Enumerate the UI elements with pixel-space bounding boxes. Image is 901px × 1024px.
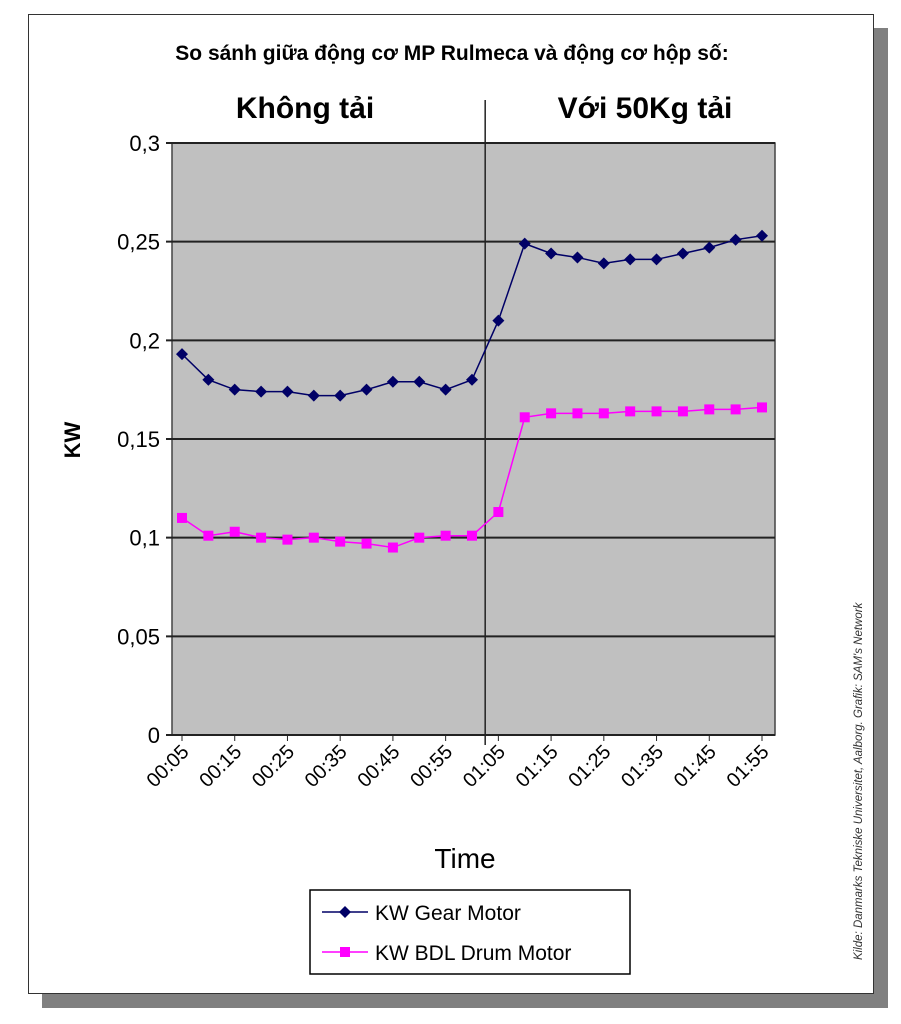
y-tick-label: 0,05 (117, 624, 160, 649)
plot-area: 00,050,10,150,20,250,300:05 00:15 00:25 00:… (117, 100, 776, 792)
x-tick-label: 01:15 (512, 741, 563, 792)
x-tick-label: 00:45 (353, 741, 404, 792)
data-point (729, 233, 742, 246)
data-point (676, 247, 689, 260)
data-point (677, 406, 688, 417)
legend: KW Gear Motor KW BDL Drum Motor (309, 889, 631, 975)
data-point (307, 389, 320, 402)
data-point (414, 532, 425, 543)
x-tick-label: 01:25 (564, 741, 615, 792)
data-point (203, 530, 214, 541)
x-tick-label: 00:35 (301, 741, 352, 792)
data-point (492, 314, 505, 327)
x-tick-label: 00:15 (195, 741, 246, 792)
data-point (335, 536, 346, 547)
x-tick-label: 01:35 (617, 741, 668, 792)
data-point (624, 253, 637, 266)
data-point (704, 404, 715, 415)
chart-title: So sánh giữa động cơ MP Rulmeca và động … (175, 42, 728, 65)
legend-label-drum: KW BDL Drum Motor (375, 942, 571, 965)
data-point (177, 512, 187, 523)
data-point (228, 383, 241, 396)
data-point (757, 402, 767, 413)
data-point (572, 408, 583, 419)
data-point (546, 408, 557, 419)
data-point (571, 251, 584, 264)
data-point (308, 532, 319, 543)
data-point (360, 383, 373, 396)
data-point (493, 507, 504, 518)
data-point (440, 530, 451, 541)
data-point (334, 389, 347, 402)
section-label-load: Với 50Kg tải (558, 92, 733, 125)
y-tick-label: 0 (148, 723, 160, 748)
legend-label-gear: KW Gear Motor (375, 902, 521, 925)
data-point (387, 542, 398, 553)
y-tick-label: 0,2 (129, 328, 160, 353)
data-point (597, 257, 610, 270)
data-point (176, 348, 188, 361)
data-point (598, 408, 609, 419)
data-point (625, 406, 636, 417)
data-point (229, 526, 240, 537)
data-point (467, 530, 477, 541)
data-point (386, 375, 399, 388)
legend-marker (339, 906, 351, 918)
x-tick-label: 01:05 (459, 741, 510, 792)
data-point (281, 385, 294, 398)
data-point (255, 385, 268, 398)
data-point (282, 534, 293, 545)
data-point (545, 247, 558, 260)
data-point (439, 383, 452, 396)
data-point (650, 253, 663, 266)
x-axis-label: Time (434, 843, 495, 874)
y-axis-label: KW (60, 421, 85, 458)
data-point (518, 237, 531, 250)
x-tick-label: 01:55 (723, 741, 774, 792)
x-tick-label: 00:55 (406, 741, 457, 792)
data-point (519, 412, 530, 423)
data-point (256, 532, 267, 543)
data-point (651, 406, 662, 417)
source-credit: Kilde: Danmarks Tekniske Universitet, Aa… (853, 601, 865, 960)
x-tick-label: 00:05 (143, 741, 194, 792)
data-point (413, 375, 426, 388)
x-tick-label: 01:45 (670, 741, 721, 792)
y-tick-label: 0,1 (129, 526, 160, 551)
y-tick-label: 0,3 (129, 131, 160, 156)
data-point (730, 404, 741, 415)
data-point (703, 241, 716, 254)
y-tick-label: 0,25 (117, 230, 160, 255)
data-point (466, 373, 478, 386)
data-point (361, 538, 372, 549)
data-point (756, 229, 768, 242)
legend-marker (340, 947, 350, 957)
data-point (202, 373, 215, 386)
section-label-no-load: Không tải (236, 92, 374, 125)
x-tick-label: 00:25 (248, 741, 299, 792)
y-tick-label: 0,15 (117, 427, 160, 452)
